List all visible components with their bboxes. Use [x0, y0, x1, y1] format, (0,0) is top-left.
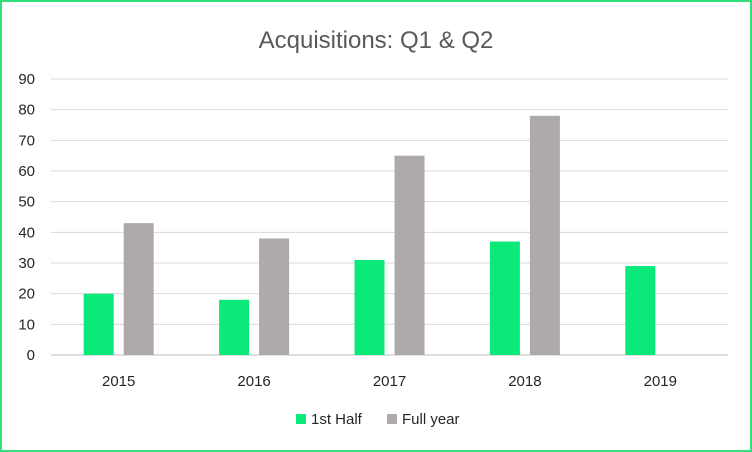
y-tick-label: 80 — [18, 102, 35, 119]
x-tick-label: 2015 — [102, 373, 135, 390]
legend-swatch — [387, 414, 397, 424]
gridlines — [51, 78, 728, 356]
legend-swatch — [296, 414, 306, 424]
y-tick-label: 10 — [18, 316, 35, 333]
y-tick-label: 50 — [18, 194, 35, 211]
y-tick-label: 70 — [18, 132, 35, 149]
legend-label: Full year — [402, 411, 460, 428]
x-tick-label: 2016 — [237, 373, 270, 390]
bar-full-year-2015 — [123, 223, 154, 355]
legend-label: 1st Half — [311, 411, 363, 428]
bar-full-year-2017 — [394, 155, 425, 355]
bar-first-half-2015 — [83, 293, 114, 355]
bar-first-half-2019 — [625, 266, 656, 355]
bar-first-half-2017 — [354, 259, 385, 355]
x-axis-ticks: 2015 2016 2017 2018 2019 — [102, 373, 677, 390]
bar-full-year-2018 — [529, 115, 560, 355]
x-tick-label: 2019 — [644, 373, 677, 390]
y-axis-ticks: 0 10 20 30 40 50 60 70 80 90 — [18, 71, 35, 364]
y-tick-label: 90 — [18, 71, 35, 88]
chart-title: Acquisitions: Q1 & Q2 — [259, 27, 494, 54]
y-tick-label: 20 — [18, 286, 35, 303]
bar-full-year-2016 — [259, 238, 290, 355]
x-tick-label: 2018 — [508, 373, 541, 390]
x-tick-label: 2017 — [373, 373, 406, 390]
legend: 1st Half Full year — [296, 411, 460, 428]
y-tick-label: 30 — [18, 255, 35, 272]
bars — [83, 115, 656, 355]
y-tick-label: 40 — [18, 224, 35, 241]
y-tick-label: 0 — [27, 347, 35, 364]
bar-first-half-2018 — [489, 241, 520, 355]
bar-first-half-2016 — [219, 299, 250, 355]
y-tick-label: 60 — [18, 163, 35, 180]
